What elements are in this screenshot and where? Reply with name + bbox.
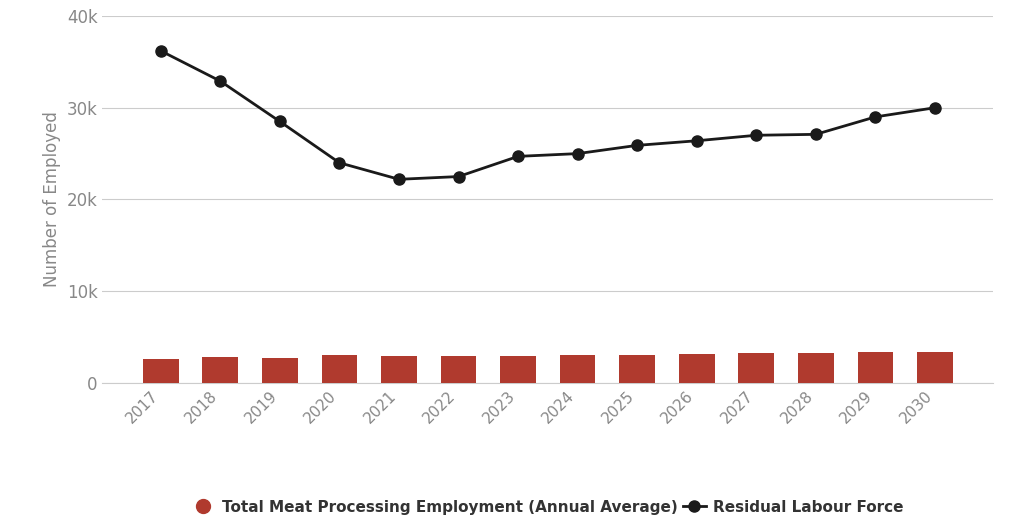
Bar (440, 356, 476, 383)
Bar (143, 359, 178, 383)
Bar (679, 354, 715, 383)
Bar (620, 355, 655, 383)
Bar (203, 358, 239, 383)
Bar (918, 352, 952, 383)
Bar (738, 353, 774, 383)
Bar (857, 352, 893, 383)
Bar (560, 355, 596, 383)
Bar (381, 356, 417, 383)
Bar (798, 353, 834, 383)
Bar (262, 358, 298, 383)
Legend: Total Meat Processing Employment (Annual Average), Residual Labour Force: Total Meat Processing Employment (Annual… (185, 494, 910, 521)
Y-axis label: Number of Employed: Number of Employed (43, 112, 61, 287)
Bar (322, 355, 357, 383)
Bar (500, 356, 536, 383)
